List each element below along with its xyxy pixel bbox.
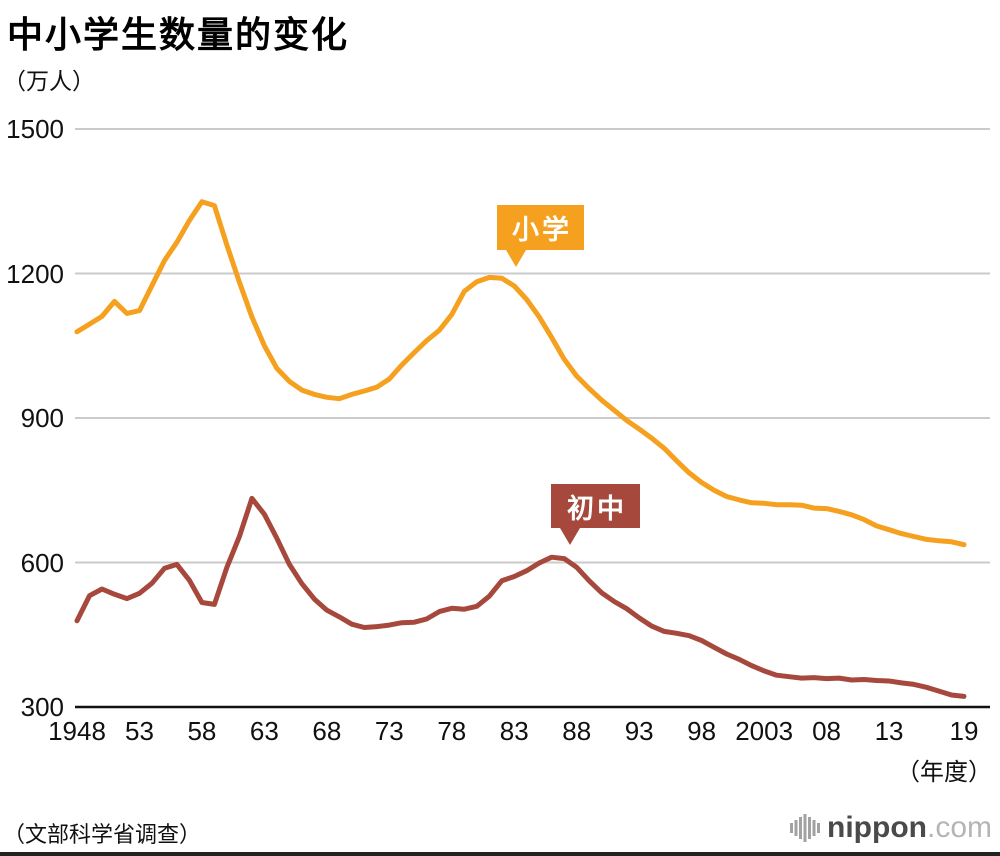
x-axis-tick-label: 68	[312, 716, 342, 746]
logo-name: nippon	[827, 811, 927, 844]
y-axis-unit-label: （万人）	[3, 68, 95, 94]
x-axis-tick-label: 88	[562, 716, 592, 746]
x-axis-tick-label: 1948	[48, 716, 106, 746]
logo-suffix: .com	[926, 811, 992, 844]
y-axis-tick-label: 900	[20, 403, 64, 433]
y-axis-tick-label: 600	[20, 547, 64, 578]
nippon-logo: nippon.com	[790, 811, 992, 845]
x-axis-tick-label: 58	[187, 716, 217, 746]
callout-junior: 初中	[551, 484, 640, 545]
callout-elementary: 小学	[497, 205, 584, 267]
y-axis-tick-label: 1200	[6, 258, 64, 289]
soundwave-bars-icon	[790, 814, 821, 842]
x-axis-unit-label: （年度）	[896, 759, 992, 786]
callout-junior-label: 初中	[567, 493, 627, 524]
logo-wordmark: nippon.com	[827, 811, 992, 845]
x-axis-tick-label: 83	[499, 716, 529, 746]
x-axis-tick-label: 53	[124, 716, 154, 746]
page-title: 中小学生数量的变化	[7, 14, 350, 55]
x-axis-tick-label: 78	[437, 716, 467, 746]
bottom-border	[0, 852, 1000, 856]
x-axis-tick-label: 08	[812, 716, 842, 746]
x-axis-tick-label: 13	[874, 716, 904, 746]
x-axis-tick-label: 2003	[735, 716, 794, 746]
y-axis-tick-label: 1500	[6, 114, 64, 144]
y-axis-tick-label: 300	[20, 692, 64, 722]
source-note: （文部科学省调查）	[3, 822, 202, 847]
x-axis-tick-label: 19	[949, 716, 979, 746]
x-axis-tick-label: 63	[249, 716, 279, 746]
series-line-junior_high	[74, 495, 967, 699]
callout-pointer-icon	[506, 250, 526, 267]
x-axis-tick-label: 93	[624, 716, 654, 746]
x-axis-tick-label: 73	[374, 716, 404, 746]
callout-elementary-label: 小学	[512, 215, 572, 245]
callout-pointer-icon	[560, 528, 580, 545]
x-axis-tick-label: 98	[687, 716, 717, 746]
